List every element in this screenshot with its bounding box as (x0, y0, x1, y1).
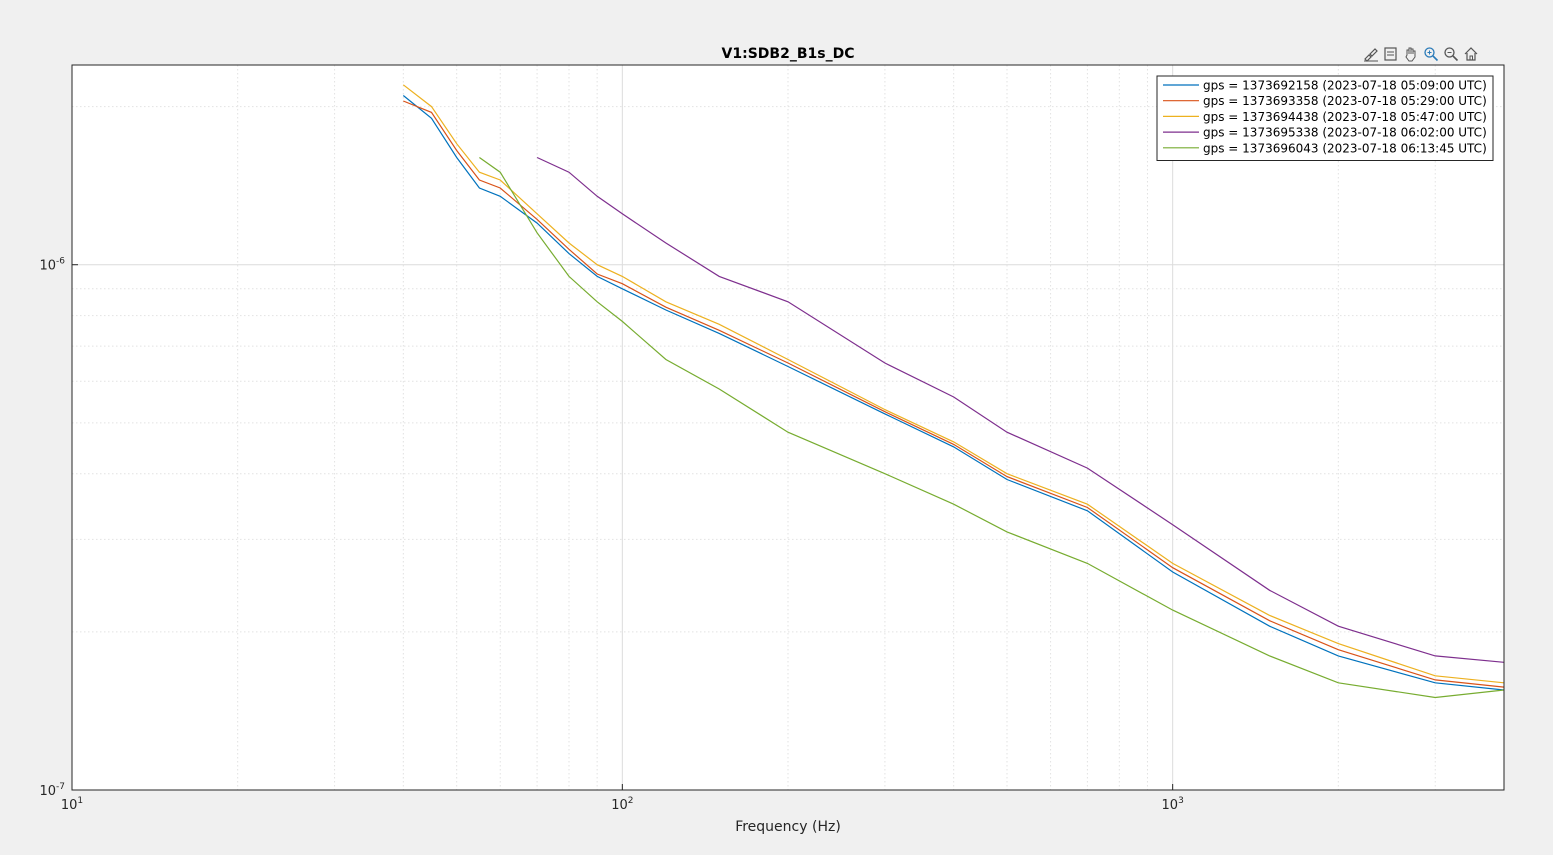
chart-title: V1:SDB2_B1s_DC (722, 46, 855, 62)
home-tool-button[interactable] (1462, 45, 1480, 63)
y-tick-label-base: 10 (39, 784, 56, 799)
series-line-3 (402, 84, 1504, 684)
brush-icon (1364, 48, 1378, 62)
x-tick-label-exponent: 1 (77, 796, 83, 806)
y-tick-label: 10-6 (39, 257, 65, 274)
y-tick-label-base: 10 (39, 259, 56, 274)
datatip-icon (1384, 47, 1397, 61)
datatip-tool-button[interactable] (1382, 45, 1400, 63)
x-tick-label-base: 10 (1162, 798, 1179, 813)
legend-entry: gps = 1373694438 (2023-07-18 05:47:00 UT… (1203, 110, 1487, 124)
zoom-in-icon (1424, 47, 1439, 62)
home-icon (1464, 47, 1478, 61)
x-axis-label: Frequency (Hz) (735, 819, 841, 835)
x-tick-label: 103 (1162, 796, 1184, 813)
x-tick-label-base: 10 (611, 798, 628, 813)
plot-area-frame (71, 64, 1505, 791)
axes-toolbar (1362, 44, 1480, 64)
y-tick-label-exponent: -6 (56, 257, 65, 267)
legend[interactable]: gps = 1373692158 (2023-07-18 05:09:00 UT… (1156, 75, 1494, 161)
zoom-in-tool-button[interactable] (1422, 45, 1440, 63)
grid (71, 65, 1505, 791)
y-tick-label-exponent: -7 (56, 782, 65, 792)
brush-tool-button[interactable] (1362, 45, 1380, 63)
legend-entry: gps = 1373695338 (2023-07-18 06:02:00 UT… (1203, 126, 1487, 140)
legend-entry: gps = 1373693358 (2023-07-18 05:29:00 UT… (1203, 94, 1487, 108)
legend-entry: gps = 1373696043 (2023-07-18 06:13:45 UT… (1203, 141, 1487, 155)
series-line-4 (536, 156, 1504, 663)
x-tick-label-exponent: 2 (628, 796, 634, 806)
legend-box (1156, 75, 1494, 161)
series-layer (402, 84, 1504, 699)
y-tick-label: 10-7 (39, 782, 65, 799)
zoom-out-tool-button[interactable] (1442, 45, 1460, 63)
x-tick-label-base: 10 (61, 798, 78, 813)
series-line-2 (403, 100, 1504, 688)
legend-entry: gps = 1373692158 (2023-07-18 05:09:00 UT… (1203, 79, 1487, 93)
x-tick-label: 101 (61, 796, 83, 813)
pan-icon (1405, 47, 1416, 62)
x-tick-label: 102 (611, 796, 633, 813)
zoom-out-icon (1444, 47, 1459, 62)
series-line-1 (402, 95, 1504, 691)
pan-tool-button[interactable] (1402, 45, 1420, 63)
x-tick-label-exponent: 3 (1178, 796, 1184, 806)
series-line-5 (479, 157, 1504, 699)
